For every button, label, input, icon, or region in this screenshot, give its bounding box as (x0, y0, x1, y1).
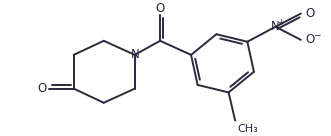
Text: O: O (37, 82, 47, 95)
Text: CH₃: CH₃ (237, 124, 258, 134)
Text: O: O (156, 1, 165, 15)
Text: N: N (271, 20, 280, 33)
Text: O: O (306, 7, 315, 20)
Text: −: − (313, 31, 320, 40)
Text: O: O (306, 33, 315, 46)
Text: N: N (131, 48, 140, 61)
Text: +: + (277, 18, 285, 27)
